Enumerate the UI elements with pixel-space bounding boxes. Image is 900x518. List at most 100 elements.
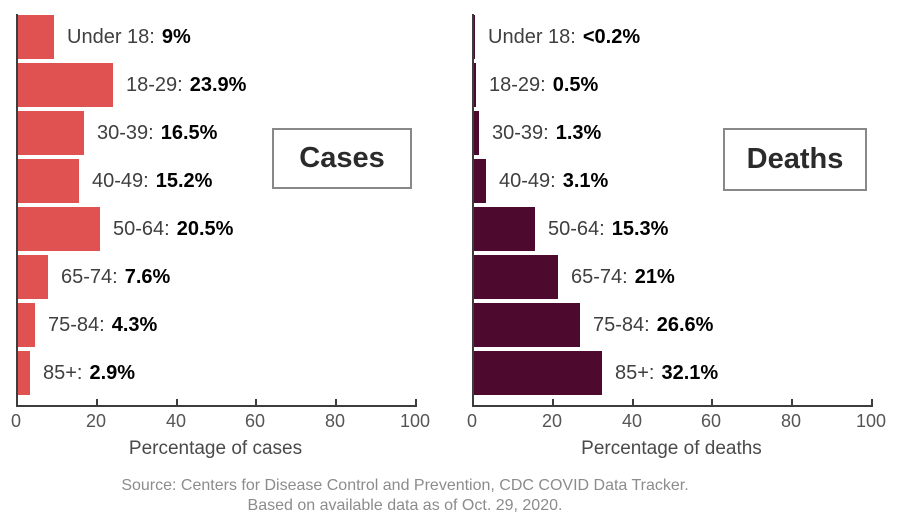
x-tick-label-20: 20 bbox=[541, 411, 563, 431]
deaths-label-40-49: 40-49: 3.1% bbox=[499, 159, 608, 203]
deaths-label-85: 85+: 32.1% bbox=[615, 351, 718, 395]
category-label: 85+: bbox=[43, 362, 83, 384]
category-label: 50-64: bbox=[113, 218, 170, 240]
cases-label-40-49: 40-49: 15.2% bbox=[92, 159, 212, 203]
x-tick-label-40: 40 bbox=[621, 411, 643, 431]
value-label: 21% bbox=[634, 266, 675, 288]
category-label: 18-29: bbox=[126, 74, 183, 96]
deaths-bar-under-18 bbox=[474, 15, 475, 59]
category-label: 30-39: bbox=[492, 122, 549, 144]
category-label: 75-84: bbox=[48, 314, 105, 336]
deaths-bar-30-39 bbox=[474, 111, 479, 155]
x-tick-mark-80 bbox=[791, 399, 793, 405]
deaths-label-50-64: 50-64: 15.3% bbox=[548, 207, 668, 251]
category-label: 85+: bbox=[615, 362, 655, 384]
x-tick-mark-40 bbox=[176, 399, 178, 405]
deaths-bar-65-74 bbox=[474, 255, 558, 299]
source-note: Source: Centers for Disease Control and … bbox=[0, 476, 810, 516]
cases-title: Cases bbox=[299, 142, 385, 174]
cases-bar-65-74 bbox=[18, 255, 48, 299]
value-label: 4.3% bbox=[111, 314, 158, 336]
x-tick-label-40: 40 bbox=[165, 411, 187, 431]
value-label: 15.2% bbox=[155, 170, 213, 192]
x-tick-label-100: 100 bbox=[399, 411, 431, 431]
x-tick-mark-100 bbox=[415, 399, 417, 405]
x-tick-mark-80 bbox=[335, 399, 337, 405]
deaths-label-under-18: Under 18: <0.2% bbox=[488, 15, 640, 59]
category-label: 40-49: bbox=[92, 170, 149, 192]
cases-bar-30-39 bbox=[18, 111, 84, 155]
deaths-x-axis-title: Percentage of deaths bbox=[581, 438, 762, 459]
deaths-label-30-39: 30-39: 1.3% bbox=[492, 111, 601, 155]
x-tick-mark-100 bbox=[871, 399, 873, 405]
value-label: 0.5% bbox=[552, 74, 599, 96]
deaths-bar-50-64 bbox=[474, 207, 535, 251]
cases-bar-75-84 bbox=[18, 303, 35, 347]
cases-label-30-39: 30-39: 16.5% bbox=[97, 111, 217, 155]
x-tick-mark-20 bbox=[552, 399, 554, 405]
deaths-label-75-84: 75-84: 26.6% bbox=[593, 303, 713, 347]
deaths-label-18-29: 18-29: 0.5% bbox=[489, 63, 598, 107]
category-label: 65-74: bbox=[61, 266, 118, 288]
category-label: 40-49: bbox=[499, 170, 556, 192]
value-label: 9% bbox=[161, 26, 191, 48]
cases-x-axis-title: Percentage of cases bbox=[128, 438, 303, 459]
x-tick-mark-20 bbox=[96, 399, 98, 405]
value-label: 32.1% bbox=[661, 362, 719, 384]
value-label: <0.2% bbox=[582, 26, 641, 48]
x-tick-label-20: 20 bbox=[85, 411, 107, 431]
category-label: 65-74: bbox=[571, 266, 628, 288]
source-line-2: Based on available data as of Oct. 29, 2… bbox=[247, 497, 563, 514]
deaths-title-box: Deaths bbox=[723, 128, 867, 191]
cases-label-under-18: Under 18: 9% bbox=[67, 15, 191, 59]
cases-label-75-84: 75-84: 4.3% bbox=[48, 303, 157, 347]
deaths-title: Deaths bbox=[746, 143, 844, 175]
cases-label-65-74: 65-74: 7.6% bbox=[61, 255, 170, 299]
value-label: 16.5% bbox=[160, 122, 218, 144]
x-tick-label-100: 100 bbox=[855, 411, 887, 431]
cases-title-box: Cases bbox=[272, 128, 412, 189]
x-tick-mark-60 bbox=[255, 399, 257, 405]
value-label: 2.9% bbox=[89, 362, 136, 384]
source-line-1: Source: Centers for Disease Control and … bbox=[121, 477, 689, 494]
deaths-bar-40-49 bbox=[474, 159, 486, 203]
cases-label-50-64: 50-64: 20.5% bbox=[113, 207, 233, 251]
x-tick-label-0: 0 bbox=[466, 411, 478, 431]
cases-bar-50-64 bbox=[18, 207, 100, 251]
x-tick-label-80: 80 bbox=[780, 411, 802, 431]
deaths-label-65-74: 65-74: 21% bbox=[571, 255, 675, 299]
category-label: 50-64: bbox=[548, 218, 605, 240]
value-label: 3.1% bbox=[562, 170, 609, 192]
cases-chart: Under 18: 9% 18-29: 23.9% 30-39: 16.5% 40-49: 1… bbox=[11, 14, 430, 484]
value-label: 20.5% bbox=[176, 218, 234, 240]
deaths-plot-area: Under 18: <0.2% 18-29: 0.5% 30-39: 1.3% 40-49:… bbox=[472, 14, 873, 407]
category-label: 18-29: bbox=[489, 74, 546, 96]
x-tick-label-0: 0 bbox=[10, 411, 22, 431]
category-label: 75-84: bbox=[593, 314, 650, 336]
value-label: 7.6% bbox=[124, 266, 171, 288]
value-label: 26.6% bbox=[656, 314, 714, 336]
cases-bar-40-49 bbox=[18, 159, 79, 203]
category-label: 30-39: bbox=[97, 122, 154, 144]
value-label: 15.3% bbox=[611, 218, 669, 240]
x-tick-label-60: 60 bbox=[700, 411, 722, 431]
x-tick-label-60: 60 bbox=[244, 411, 266, 431]
deaths-bar-18-29 bbox=[474, 63, 476, 107]
x-tick-mark-60 bbox=[711, 399, 713, 405]
category-label: Under 18: bbox=[488, 26, 576, 48]
value-label: 23.9% bbox=[189, 74, 247, 96]
deaths-bar-75-84 bbox=[474, 303, 580, 347]
deaths-chart: Under 18: <0.2% 18-29: 0.5% 30-39: 1.3% 40-49:… bbox=[467, 14, 886, 484]
cases-bar-85 bbox=[18, 351, 30, 395]
x-tick-label-80: 80 bbox=[324, 411, 346, 431]
value-label: 1.3% bbox=[555, 122, 602, 144]
cases-bar-under-18 bbox=[18, 15, 54, 59]
x-tick-mark-40 bbox=[632, 399, 634, 405]
cases-label-85: 85+: 2.9% bbox=[43, 351, 135, 395]
cases-bar-18-29 bbox=[18, 63, 113, 107]
cases-plot-area: Under 18: 9% 18-29: 23.9% 30-39: 16.5% 40-49: 1… bbox=[16, 14, 417, 407]
category-label: Under 18: bbox=[67, 26, 155, 48]
deaths-bar-85 bbox=[474, 351, 602, 395]
cases-label-18-29: 18-29: 23.9% bbox=[126, 63, 246, 107]
